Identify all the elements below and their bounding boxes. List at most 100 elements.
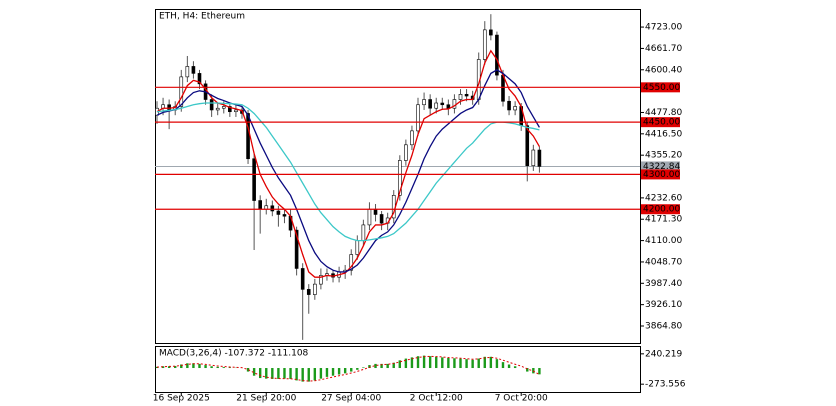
macd-bar (501, 362, 505, 369)
macd-y-tick-label: 240.219 (645, 349, 682, 359)
candle-body (294, 229, 299, 269)
candle-body (167, 104, 171, 111)
macd-bar (307, 368, 310, 382)
macd-bar (174, 365, 177, 369)
macd-bar (495, 359, 499, 369)
macd-bar (416, 356, 420, 369)
candle-body (185, 66, 190, 78)
macd-bar (459, 358, 462, 369)
macd-bar (210, 366, 213, 369)
macd-bar (313, 368, 317, 381)
macd-bar (167, 366, 171, 369)
level-label: 4300.00 (643, 170, 680, 180)
candle-body (489, 29, 493, 36)
candle-body (361, 224, 366, 241)
candle-body (234, 109, 238, 113)
macd-bar (465, 359, 468, 369)
y-tick-label: 4600.40 (645, 65, 682, 75)
candle-body (252, 158, 256, 201)
y-tick-label: 4171.30 (645, 215, 682, 225)
macd-bar (374, 363, 377, 369)
candle-body (276, 210, 281, 215)
macd-bar (410, 357, 414, 369)
level-badge (641, 82, 680, 93)
candle-body (300, 268, 305, 290)
macd-bar (216, 366, 219, 369)
level-label: 4550.00 (643, 83, 680, 93)
macd-bar (319, 368, 323, 379)
macd-bar (155, 366, 159, 369)
y-tick-label: 4723.00 (645, 23, 682, 33)
macd-bar (222, 367, 225, 369)
macd-bar (507, 364, 511, 369)
x-tick-label: 21 Sep 20:00 (236, 394, 296, 404)
moving-average (156, 49, 540, 278)
macd-bar (428, 356, 432, 369)
macd-label: MACD(3,26,4) -107.372 -111.108 (159, 349, 309, 359)
macd-y-tick-label: -273.556 (645, 380, 686, 390)
macd-bar (441, 357, 444, 369)
candle-body (410, 130, 414, 146)
macd-bar (447, 357, 450, 369)
x-tick-label: 27 Sep 04:00 (321, 394, 381, 404)
candle-body (397, 160, 402, 196)
candle-body (379, 214, 384, 224)
macd-bar (265, 368, 268, 379)
candle-body (428, 99, 432, 109)
macd-bar (228, 367, 232, 369)
candle-body (197, 73, 202, 85)
candle-body (404, 144, 408, 161)
macd-bar (526, 368, 529, 372)
macd-bar (343, 368, 347, 374)
macd-bar (252, 368, 256, 376)
macd-bar (204, 365, 207, 369)
macd-bar (477, 358, 480, 369)
macd-bar (471, 359, 474, 369)
candle-body (495, 34, 499, 76)
x-tick-label: 2 Oct 12:00 (410, 394, 463, 404)
candle-body (179, 76, 184, 107)
macd-bar (483, 356, 486, 369)
main-panel-frame (155, 9, 641, 344)
candle-body (221, 106, 226, 109)
macd-bar (489, 356, 493, 369)
macd-bar (422, 355, 426, 369)
candle-body (228, 106, 232, 113)
macd-bar (337, 368, 341, 375)
macd-bar (289, 368, 292, 379)
macd-bar (192, 363, 195, 369)
y-tick-label: 4355.20 (645, 151, 682, 161)
candle-body (209, 99, 214, 111)
candle-body (258, 200, 262, 210)
macd-bar (362, 367, 365, 369)
candle-body (270, 205, 275, 212)
level-badge (641, 117, 680, 128)
candle-body (191, 66, 196, 74)
last-price-badge (641, 161, 680, 172)
candle-body (373, 208, 378, 215)
macd-bar (453, 358, 456, 369)
level-badge (641, 169, 680, 180)
macd-bar (404, 358, 408, 369)
x-tick-label: 7 Oct 20:00 (495, 394, 548, 404)
candle-body (367, 208, 372, 226)
y-tick-label: 4416.50 (645, 129, 682, 139)
macd-bar (301, 368, 304, 382)
level-label: 4200.00 (643, 205, 680, 215)
candle-body (355, 240, 360, 255)
macd-bar (350, 368, 353, 372)
level-label: 4450.00 (643, 118, 680, 128)
chart-title: ETH, H4: Ethereum (159, 12, 245, 22)
candle-body (440, 102, 445, 106)
macd-bar (161, 366, 165, 369)
y-tick-label: 4048.70 (645, 257, 682, 267)
macd-bar (386, 363, 389, 369)
y-tick-label: 3864.80 (645, 322, 682, 332)
macd-bar (180, 364, 183, 369)
macd-bar (538, 368, 541, 375)
candle-body (313, 283, 317, 295)
candle-body (349, 254, 354, 271)
level-badge (641, 204, 680, 215)
macd-bar (258, 368, 262, 379)
